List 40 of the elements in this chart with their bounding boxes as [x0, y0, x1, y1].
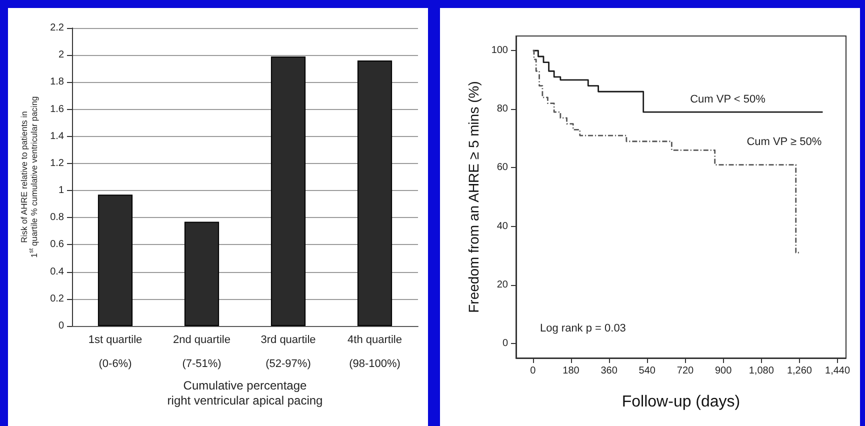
x-tick-label: 360: [600, 366, 618, 376]
y-tick-label: 100: [491, 45, 508, 56]
x-tick-label: 1,260: [786, 366, 812, 376]
x-tick-label: 900: [714, 366, 732, 376]
y-tick-label: 0.8: [50, 212, 64, 224]
y-tick-label: 2.2: [50, 22, 64, 34]
y-axis-title: Freedom from an AHRE ≥ 5 mins (%): [465, 81, 482, 313]
y-tick-label: 0: [58, 320, 64, 332]
x-tick-label: 1,440: [825, 366, 850, 376]
x-tick-label: 1st quartile (0-6%): [88, 334, 142, 370]
y-tick-label: 40: [496, 220, 508, 232]
x-tick-label: 1,080: [748, 366, 774, 376]
annotation: Log rank p = 0.03: [540, 322, 626, 334]
y-tick-label: 2: [58, 50, 64, 61]
y-tick-label: 0.2: [50, 293, 64, 304]
bar: [270, 56, 306, 326]
y-tick-label: 20: [496, 279, 508, 290]
y-tick-label: 1: [58, 185, 64, 196]
x-axis-title: Cumulative percentage right ventricular apical pacing: [167, 378, 323, 408]
x-tick-label: 540: [638, 366, 656, 376]
x-tick-label: 180: [562, 366, 580, 376]
bar: [98, 194, 133, 326]
y-tick-label: 1.6: [50, 104, 64, 115]
x-tick-label: 2nd quartile (7-51%): [173, 334, 230, 370]
y-tick-label: 0.4: [50, 266, 64, 278]
y-tick-label: 1.4: [50, 130, 64, 142]
y-tick-label: 80: [496, 104, 508, 115]
x-tick-label: 3rd quartile (52-97%): [260, 334, 316, 370]
series-label: Cum VP ≥ 50%: [746, 136, 822, 148]
x-axis-title: Follow-up (days): [622, 394, 740, 410]
y-tick-label: 0.6: [50, 239, 64, 250]
x-tick-label: 720: [676, 366, 694, 376]
bar: [184, 222, 220, 326]
x-tick-label: 0: [530, 366, 536, 376]
y-tick-label: 1.8: [50, 76, 64, 88]
y-tick-label: 1.2: [50, 158, 64, 169]
bar: [357, 60, 392, 326]
y-tick-label: 60: [496, 162, 508, 174]
x-tick-label: 4th quartile (98-100%): [348, 334, 402, 370]
series-label: Cum VP < 50%: [690, 94, 766, 106]
